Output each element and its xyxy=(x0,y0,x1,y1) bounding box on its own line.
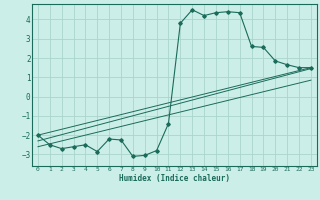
X-axis label: Humidex (Indice chaleur): Humidex (Indice chaleur) xyxy=(119,174,230,183)
